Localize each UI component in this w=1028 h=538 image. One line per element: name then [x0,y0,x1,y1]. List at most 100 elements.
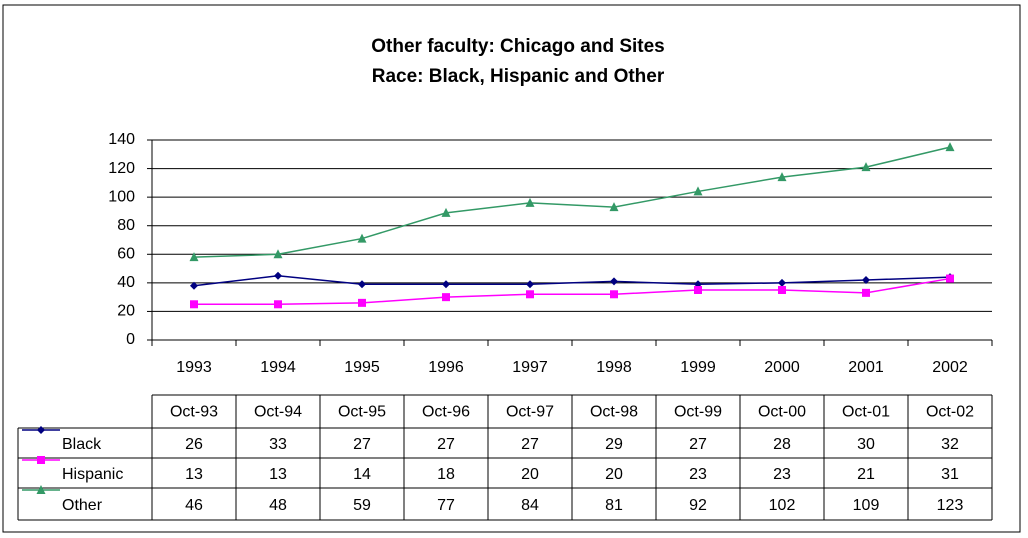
series-line [193,274,951,287]
table-cell: 84 [521,497,539,514]
table-header: Oct-93 [170,404,218,421]
table-cell: 23 [689,466,707,483]
y-tick-label: 0 [126,331,135,348]
table-cell: 28 [773,436,791,453]
table-cell: 20 [521,466,539,483]
y-tick-label: 100 [108,188,135,205]
series-line [194,277,951,306]
marker [190,281,198,290]
table-header: Oct-02 [926,404,974,421]
table-header: Oct-98 [590,404,638,421]
legend-label: Black [62,436,102,453]
x-tick-label: 1999 [680,359,716,376]
marker [693,186,703,196]
marker [945,142,955,152]
table-cell: 102 [769,497,796,514]
table-cell: 27 [353,436,371,453]
table-cell: 23 [773,466,791,483]
table-header: Oct-95 [338,404,386,421]
table-cell: 30 [857,436,875,453]
marker [861,162,871,172]
marker [274,300,282,309]
x-tick-label: 1995 [344,359,380,376]
marker [442,293,450,302]
table-cell: 18 [437,466,455,483]
y-tick-label: 140 [108,131,135,148]
marker [777,172,787,182]
table-cell: 109 [853,497,880,514]
table-cell: 20 [605,466,623,483]
legend-label: Hispanic [62,466,123,483]
x-tick-label: 1997 [512,359,548,376]
table-cell: 81 [605,497,623,514]
table-cell: 59 [353,497,371,514]
table-cell: 13 [269,466,287,483]
table-cell: 46 [185,497,203,514]
marker [37,456,45,464]
table-cell: 27 [521,436,539,453]
marker [862,288,870,297]
table-cell: 27 [689,436,707,453]
y-tick-label: 80 [117,217,135,234]
marker [526,290,534,299]
table-header: Oct-94 [254,404,302,421]
marker [778,278,786,287]
marker [609,202,619,212]
x-tick-label: 2000 [764,359,800,376]
x-tick-label: 1993 [176,359,212,376]
marker [190,300,198,309]
marker [189,252,199,262]
table-header: Oct-01 [842,404,890,421]
table-cell: 14 [353,466,371,483]
table-header: Oct-97 [506,404,554,421]
table-cell: 29 [605,436,623,453]
y-tick-label: 20 [117,303,135,320]
marker [357,233,367,243]
marker [525,197,535,207]
marker [526,280,534,289]
x-tick-label: 1998 [596,359,632,376]
y-tick-label: 60 [117,246,135,263]
series-line [193,146,951,258]
x-tick-label: 2001 [848,359,884,376]
legend-label: Other [62,497,103,514]
marker [37,426,45,434]
chart-subtitle: Race: Black, Hispanic and Other [372,66,665,87]
marker [36,485,46,494]
table-header: Oct-96 [422,404,470,421]
y-tick-label: 120 [108,160,135,177]
x-tick-label: 1994 [260,359,296,376]
marker [441,207,451,217]
table-cell: 26 [185,436,203,453]
marker [358,298,366,307]
marker [694,286,702,294]
table-cell: 21 [857,466,875,483]
y-tick-label: 40 [117,274,135,291]
table-cell: 48 [269,497,287,514]
marker [273,249,283,259]
table-cell: 77 [437,497,455,514]
marker [778,286,786,294]
table-cell: 33 [269,436,287,453]
marker [358,280,366,289]
table-cell: 31 [941,466,959,483]
table-cell: 123 [937,497,964,514]
marker [610,290,618,299]
table-header: Oct-99 [674,404,722,421]
table-header: Oct-00 [758,404,806,421]
table-cell: 27 [437,436,455,453]
marker [610,277,618,286]
chart-title: Other faculty: Chicago and Sites [371,36,665,57]
table-cell: 32 [941,436,959,453]
marker [442,280,450,289]
x-tick-label: 2002 [932,359,968,376]
chart-border [2,4,1021,533]
marker [862,276,870,284]
table-cell: 92 [689,497,707,514]
table-cell: 13 [185,466,203,483]
marker [946,274,954,283]
marker [274,271,282,280]
x-tick-label: 1996 [428,359,464,376]
